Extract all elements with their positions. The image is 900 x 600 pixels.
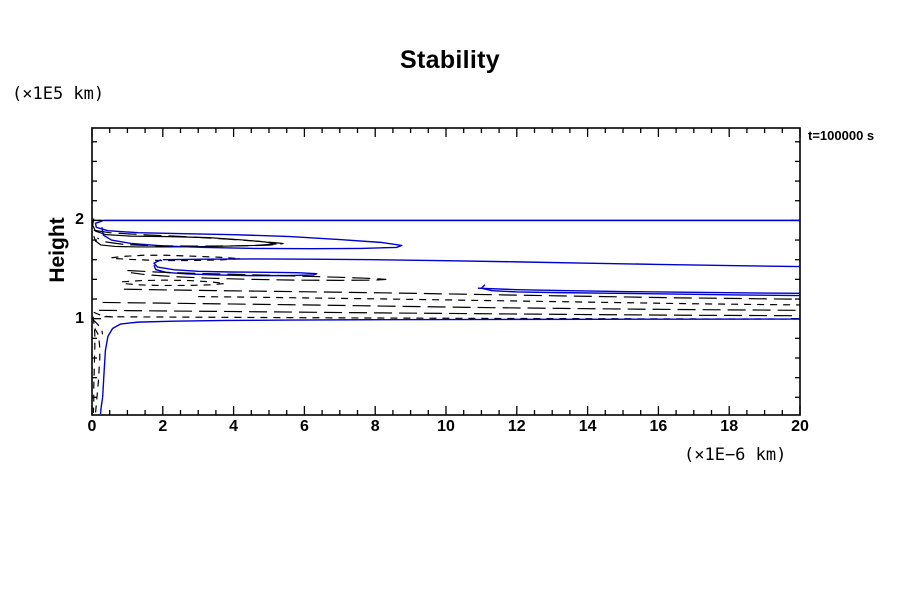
contour-line — [162, 258, 800, 268]
contour-line — [92, 218, 277, 248]
contour-line — [93, 320, 104, 335]
contour-line — [111, 254, 242, 262]
contour-line — [102, 301, 800, 311]
contour-line — [123, 288, 800, 300]
contour-line — [93, 311, 119, 318]
contour-line — [101, 318, 800, 398]
contour-line — [122, 279, 226, 287]
contour-line — [99, 309, 800, 317]
contour-line — [92, 316, 96, 414]
y-axis-unit-label: (×1E5 km) — [12, 84, 105, 104]
contour-line — [94, 220, 403, 250]
contour-lines — [92, 218, 800, 415]
x-axis-unit-label: (×1E−6 km) — [684, 445, 787, 465]
time-annotation: t=100000 s — [808, 128, 875, 143]
contour-line — [127, 269, 387, 281]
contour-line — [94, 328, 101, 414]
contour-line — [99, 397, 104, 415]
page-title: Stability — [400, 46, 500, 74]
contour-line — [198, 295, 800, 306]
contour-line — [93, 229, 284, 247]
contour-line — [477, 287, 800, 295]
